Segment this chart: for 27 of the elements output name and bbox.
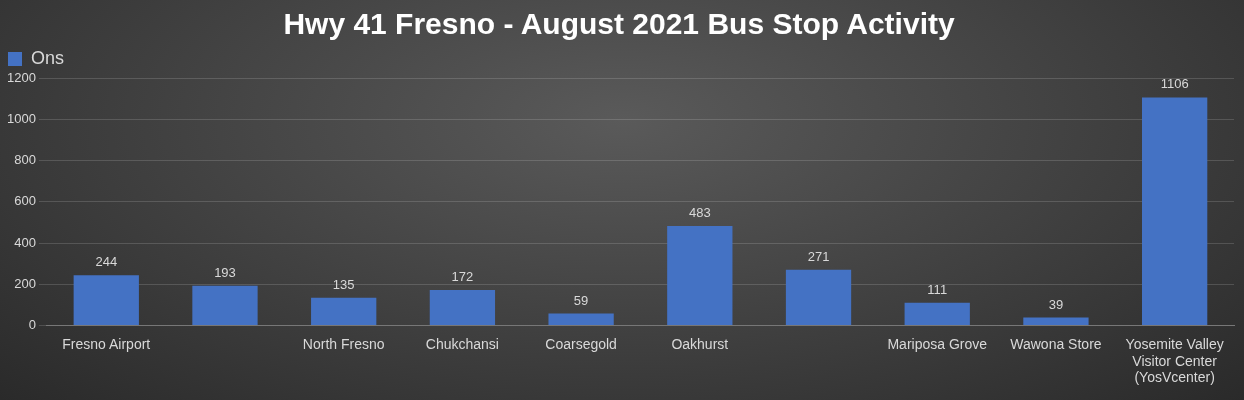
x-tick-label: Wawona Store [1010, 335, 1102, 352]
data-label: 271 [807, 248, 830, 264]
data-label: 172 [451, 269, 474, 285]
x-tick-label: Chukchansi [425, 335, 499, 352]
y-tick-label: 400 [14, 234, 36, 250]
y-tick-label: 1200 [7, 69, 36, 85]
legend-label: Ons [31, 47, 65, 68]
data-label: 483 [688, 205, 711, 221]
data-label: 1106 [1160, 76, 1189, 92]
data-label: 244 [95, 254, 118, 270]
x-tick-label: Coarsegold [545, 335, 617, 352]
y-tick-label: 600 [14, 193, 36, 209]
data-label: 193 [214, 264, 236, 280]
data-label: 59 [573, 292, 589, 308]
chart-title: Hwy 41 Fresno - August 2021 Bus Stop Activity [283, 7, 955, 41]
data-label: 39 [1048, 296, 1064, 312]
x-tick-label: Fresno Airport [62, 335, 151, 352]
y-tick-label: 800 [14, 152, 36, 168]
y-tick-label: 0 [28, 317, 36, 333]
x-tick-label: Mariposa Grove [887, 335, 988, 352]
y-tick-label: 200 [14, 275, 36, 291]
y-tick-label: 1000 [7, 110, 36, 126]
data-label: 135 [332, 276, 355, 292]
x-tick-label: Yosemite Valley Visitor Center (YosVcenter) [1125, 335, 1224, 386]
data-label: 111 [927, 281, 948, 297]
x-tick-label: North Fresno [302, 335, 385, 352]
x-tick-label: Oakhurst [671, 335, 729, 352]
